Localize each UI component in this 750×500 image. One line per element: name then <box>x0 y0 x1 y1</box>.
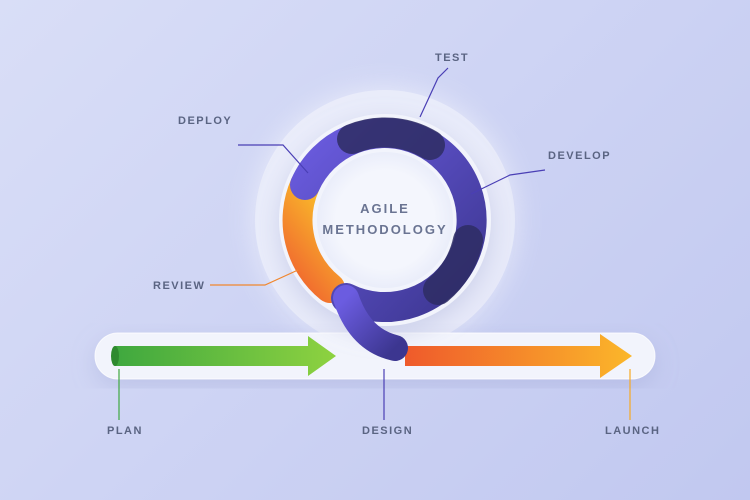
label-test: TEST <box>435 52 469 64</box>
center-title: AGILE METHODOLOGY <box>322 199 447 241</box>
label-deploy: DEPLOY <box>178 115 232 127</box>
label-design: DESIGN <box>362 425 413 437</box>
label-plan: PLAN <box>107 425 143 437</box>
title-line2: METHODOLOGY <box>322 222 447 237</box>
ring-dash-1 <box>352 132 430 145</box>
agile-diagram: AGILE METHODOLOGY PLAN DESIGN LAUNCH REV… <box>0 0 750 500</box>
label-develop: DEVELOP <box>548 150 611 162</box>
title-line1: AGILE <box>360 201 410 216</box>
label-review: REVIEW <box>153 280 205 292</box>
label-launch: LAUNCH <box>605 425 660 437</box>
